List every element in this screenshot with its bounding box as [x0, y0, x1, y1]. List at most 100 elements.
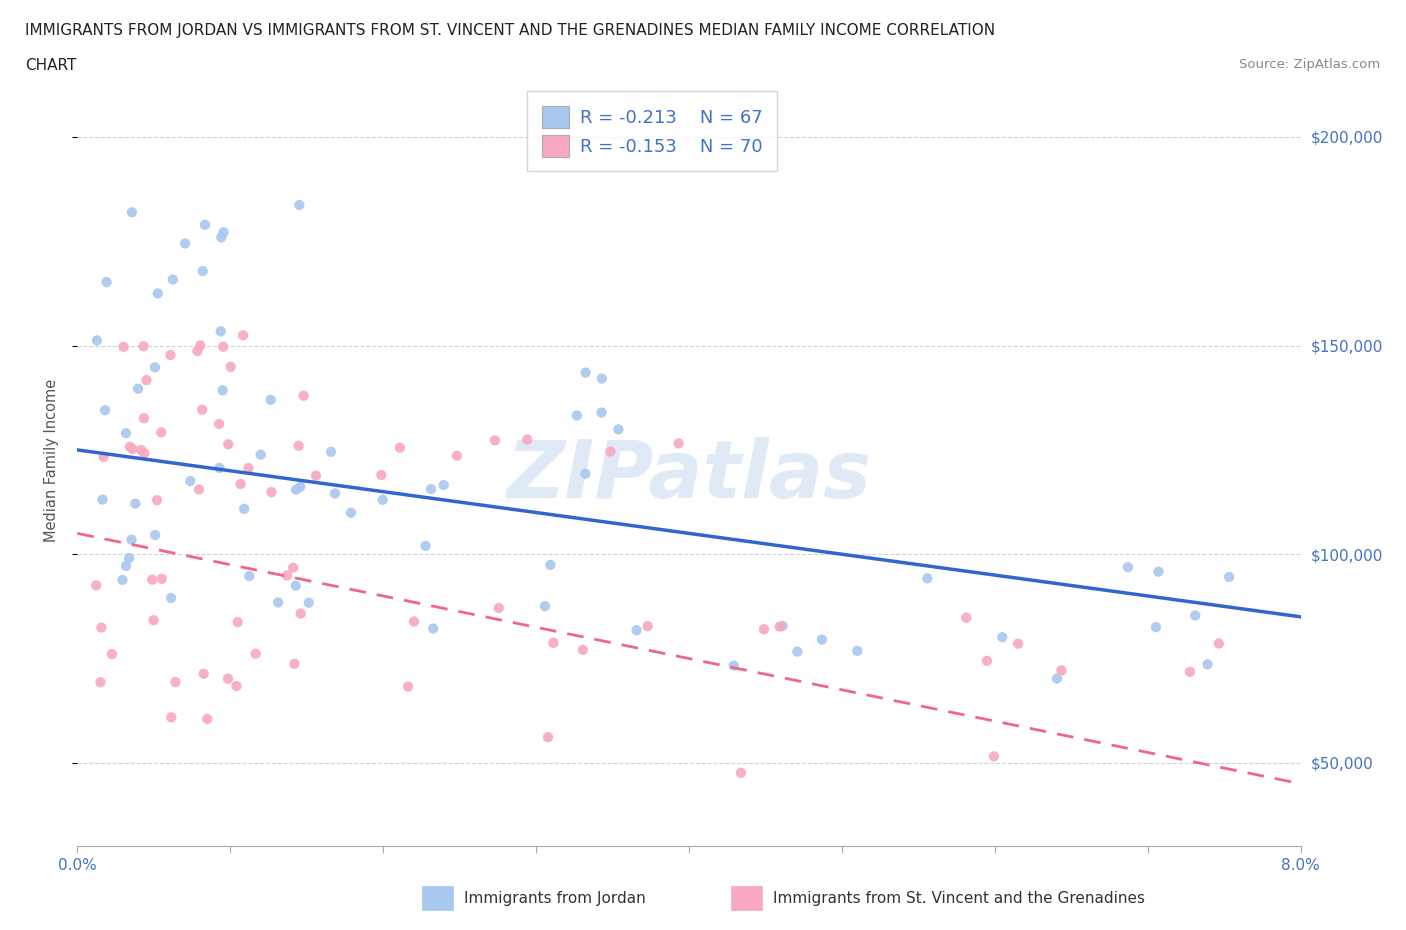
Point [323, 486, 346, 501]
Point [134, 445, 156, 460]
Legend: R = -0.213    N = 67, R = -0.153    N = 70: R = -0.213 N = 67, R = -0.153 N = 70 [527, 91, 778, 171]
Point [283, 657, 305, 671]
Point [276, 568, 298, 583]
Point [93, 449, 115, 464]
Point [96, 274, 118, 289]
Point [209, 324, 232, 339]
Point [488, 601, 510, 616]
Point [129, 443, 152, 458]
Point [165, 674, 187, 689]
Point [1218, 569, 1240, 584]
Point [124, 497, 146, 512]
Point [371, 492, 394, 507]
Point [846, 644, 869, 658]
Point [142, 613, 165, 628]
Point [290, 479, 312, 494]
Point [101, 646, 124, 661]
Point [484, 433, 506, 448]
Point [162, 272, 184, 287]
Point [191, 263, 214, 278]
Point [225, 679, 247, 694]
Point [132, 339, 155, 353]
Point [574, 466, 596, 481]
Point [211, 383, 233, 398]
Point [599, 444, 621, 458]
Point [1208, 636, 1230, 651]
Point [132, 411, 155, 426]
Point [786, 644, 808, 659]
Point [420, 482, 443, 497]
Point [292, 389, 315, 404]
Point [188, 482, 211, 497]
Point [186, 343, 208, 358]
Point [1184, 608, 1206, 623]
Point [543, 635, 565, 650]
Point [146, 286, 169, 300]
Text: CHART: CHART [25, 58, 77, 73]
Point [245, 646, 267, 661]
Point [287, 438, 309, 453]
Point [396, 679, 419, 694]
Point [121, 442, 143, 457]
Point [285, 483, 308, 498]
Point [976, 654, 998, 669]
Point [516, 432, 538, 447]
Point [752, 622, 775, 637]
Point [607, 422, 630, 437]
Point [260, 392, 283, 407]
Point [217, 437, 239, 452]
Point [160, 710, 183, 724]
Point [143, 527, 166, 542]
Point [150, 571, 173, 586]
Point [1144, 619, 1167, 634]
Point [238, 460, 260, 475]
Point [91, 492, 114, 507]
Text: Immigrants from Jordan: Immigrants from Jordan [464, 891, 645, 906]
Point [127, 381, 149, 396]
Point [723, 658, 745, 673]
Point [1116, 560, 1139, 575]
Point [538, 557, 561, 572]
Point [591, 371, 613, 386]
Point [1007, 636, 1029, 651]
Point [143, 360, 166, 375]
Point [249, 447, 271, 462]
Point [537, 730, 560, 745]
Point [226, 615, 249, 630]
Point [208, 417, 231, 432]
Point [159, 348, 181, 363]
Point [212, 225, 235, 240]
Point [115, 558, 138, 573]
Point [415, 538, 437, 553]
Point [212, 339, 235, 354]
Point [388, 440, 411, 455]
Point [572, 643, 595, 658]
Point [229, 476, 252, 491]
Point [565, 408, 588, 423]
Point [288, 197, 311, 212]
Point [260, 485, 283, 499]
Point [112, 339, 135, 354]
Point [188, 338, 211, 352]
Point [1197, 657, 1219, 671]
Point [574, 365, 596, 380]
Text: Immigrants from St. Vincent and the Grenadines: Immigrants from St. Vincent and the Gren… [773, 891, 1146, 906]
Point [446, 448, 468, 463]
Point [209, 230, 232, 245]
Point [730, 765, 752, 780]
Point [238, 568, 260, 583]
Point [233, 501, 256, 516]
Point [232, 328, 254, 343]
Point [422, 621, 444, 636]
Point [811, 632, 834, 647]
Point [111, 573, 134, 588]
Point [94, 403, 117, 418]
Point [769, 619, 792, 634]
Text: Source: ZipAtlas.com: Source: ZipAtlas.com [1240, 58, 1381, 71]
Point [281, 560, 304, 575]
Point [983, 749, 1005, 764]
Point [150, 425, 173, 440]
Point [115, 426, 138, 441]
Point [118, 439, 141, 454]
Point [534, 599, 557, 614]
